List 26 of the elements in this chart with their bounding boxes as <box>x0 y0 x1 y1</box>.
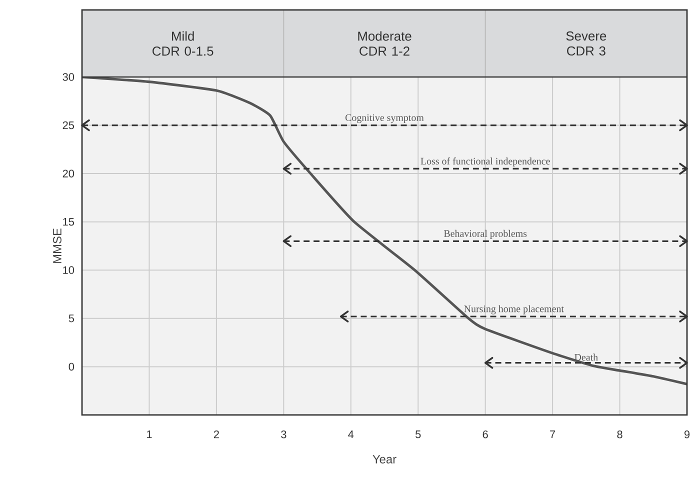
x-axis-title: Year <box>372 455 396 464</box>
series-label: Loss of functional independence <box>420 157 550 167</box>
y-tick-label: 25 <box>62 121 74 130</box>
x-tick-label: 2 <box>214 430 219 438</box>
series-label: Nursing home placement <box>464 305 564 314</box>
series-label: Cognitive symptom <box>345 114 424 124</box>
x-tick-label: 5 <box>416 430 421 438</box>
text: Severe CDR 3 <box>566 31 606 56</box>
x-tick-label: 9 <box>684 430 690 438</box>
y-tick-label: 30 <box>62 73 74 81</box>
x-tick-label: 4 <box>348 430 354 438</box>
y-tick-label: 0 <box>68 362 74 371</box>
x-tick-label: 8 <box>617 430 622 438</box>
y-tick-label: 5 <box>68 314 74 322</box>
x-tick-label: 3 <box>281 430 286 438</box>
x-tick-label: 1 <box>147 430 152 438</box>
y-tick-label: 15 <box>63 218 74 226</box>
y-tick-label: 20 <box>62 170 74 178</box>
x-tick-label: 7 <box>550 430 556 438</box>
series-label: Behavioral problems <box>444 230 527 239</box>
text: Mild CDR 0-1.5 <box>152 31 214 56</box>
x-tick-label: 6 <box>482 430 488 438</box>
text: Moderate CDR 1-2 <box>358 31 412 56</box>
series-label: Death <box>574 354 598 361</box>
y-tick-label: 10 <box>63 266 74 274</box>
y-axis-title: MMSE <box>53 228 62 263</box>
